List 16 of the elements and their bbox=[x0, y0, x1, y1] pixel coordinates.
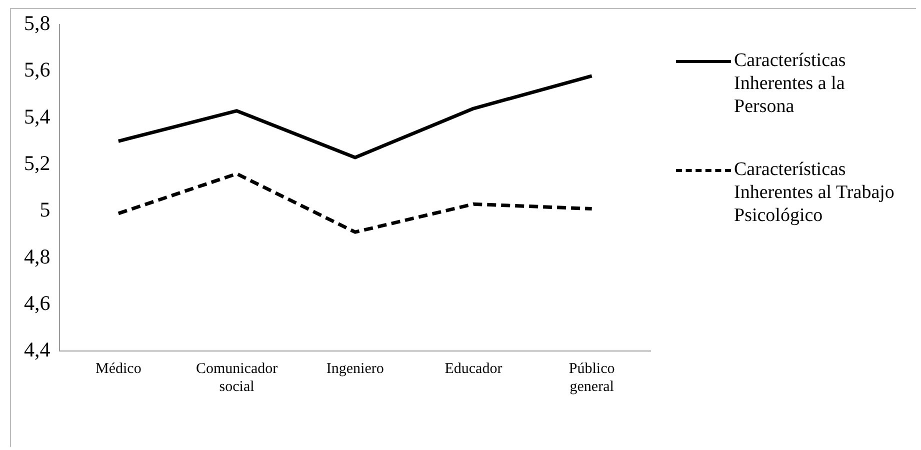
y-tick-label: 5,6 bbox=[24, 58, 50, 82]
legend-label: Características Inherentes al Trabajo Psicológico bbox=[734, 158, 896, 227]
x-tick-label: Educador bbox=[444, 360, 502, 377]
line-series bbox=[116, 172, 594, 234]
x-tick-label: Comunicador social bbox=[196, 360, 278, 395]
x-tick-label: Público general bbox=[568, 360, 615, 395]
y-tick-label: 5,2 bbox=[24, 151, 50, 175]
y-tick-label: 4,6 bbox=[24, 290, 50, 315]
y-tick-label: 4,8 bbox=[24, 244, 50, 268]
legend-label: Características Inherentes a la Persona bbox=[734, 49, 847, 118]
x-tick-label: Ingeniero bbox=[326, 360, 384, 377]
y-tick-label: 5,8 bbox=[24, 11, 50, 36]
y-tick-label: 5,4 bbox=[24, 104, 51, 128]
y-tick-label: 5 bbox=[40, 198, 50, 222]
y-tick-label: 4,4 bbox=[24, 338, 51, 362]
x-tick-label: Médico bbox=[96, 360, 142, 377]
